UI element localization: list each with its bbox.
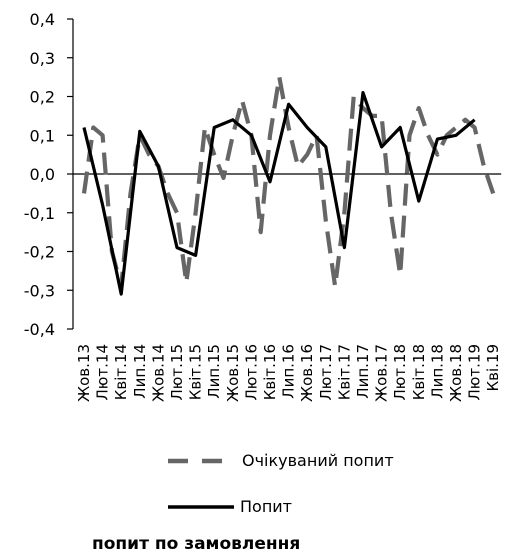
- x-tick-label: Лип.14: [131, 344, 149, 399]
- x-tick-label: Кві.19: [484, 344, 502, 392]
- legend-entry-demand: Попит: [168, 497, 292, 516]
- x-tick-labels: Жов.13 Лют.14 Квіт.14 Лип.14 Жов.14 Лют.15 Кві…: [75, 344, 502, 402]
- series-line-demand: [82, 90, 476, 296]
- x-tick-label: Лют.19: [466, 344, 484, 401]
- y-tick-label: 0,1: [30, 126, 55, 145]
- y-tick-label: 0,2: [30, 88, 55, 107]
- chart-footer-label: попит по замовлення: [92, 534, 300, 554]
- x-tick-label: Лип.16: [280, 344, 298, 399]
- x-tick-label: Лип.17: [354, 344, 372, 399]
- x-tick-label: Квіт.16: [261, 344, 279, 400]
- y-tick-label: -0,4: [24, 320, 55, 339]
- series-lines: [81, 74, 496, 296]
- x-tick-label: Лют.18: [391, 344, 409, 401]
- y-tick-label: -0,3: [24, 281, 55, 300]
- x-tick-label: Лип.15: [205, 344, 223, 399]
- x-tick-label: Квіт.18: [410, 344, 428, 400]
- x-tick-label: Жов.13: [75, 344, 93, 402]
- x-tick-label: Жов.17: [373, 344, 391, 402]
- legend: Очікуваний попит Попит: [168, 451, 394, 516]
- y-tick-label: 0,3: [30, 49, 55, 68]
- x-tick-label: Жов.18: [447, 344, 465, 402]
- x-tick-label: Лют.16: [242, 344, 260, 401]
- legend-label-expected-demand: Очікуваний попит: [242, 451, 394, 470]
- x-tick-label: Квіт.15: [187, 344, 205, 400]
- legend-entry-expected-demand: Очікуваний попит: [168, 451, 394, 470]
- y-tick-label: 0,4: [30, 10, 55, 29]
- x-tick-label: Квіт.14: [112, 344, 130, 400]
- x-tick-label: Лют.17: [317, 344, 335, 401]
- x-tick-label: Жов.14: [149, 344, 167, 402]
- y-tick-label: 0,0: [30, 165, 55, 184]
- x-tick-label: Жов.15: [224, 344, 242, 402]
- legend-label-demand: Попит: [240, 497, 292, 516]
- y-tick-label: -0,2: [24, 243, 55, 262]
- x-tick-label: Лют.14: [94, 344, 112, 401]
- x-tick-label: Лип.18: [428, 344, 446, 399]
- x-tick-label: Жов.16: [298, 344, 316, 402]
- y-tick-labels: 0,4 0,3 0,2 0,1 0,0 -0,1 -0,2 -0,3 -0,4: [24, 10, 55, 339]
- y-tick-label: -0,1: [24, 204, 55, 223]
- series-line-expected-demand: [81, 74, 496, 289]
- x-tick-label: Квіт.17: [335, 344, 353, 400]
- axes: [67, 18, 502, 330]
- x-tick-label: Лют.15: [168, 344, 186, 401]
